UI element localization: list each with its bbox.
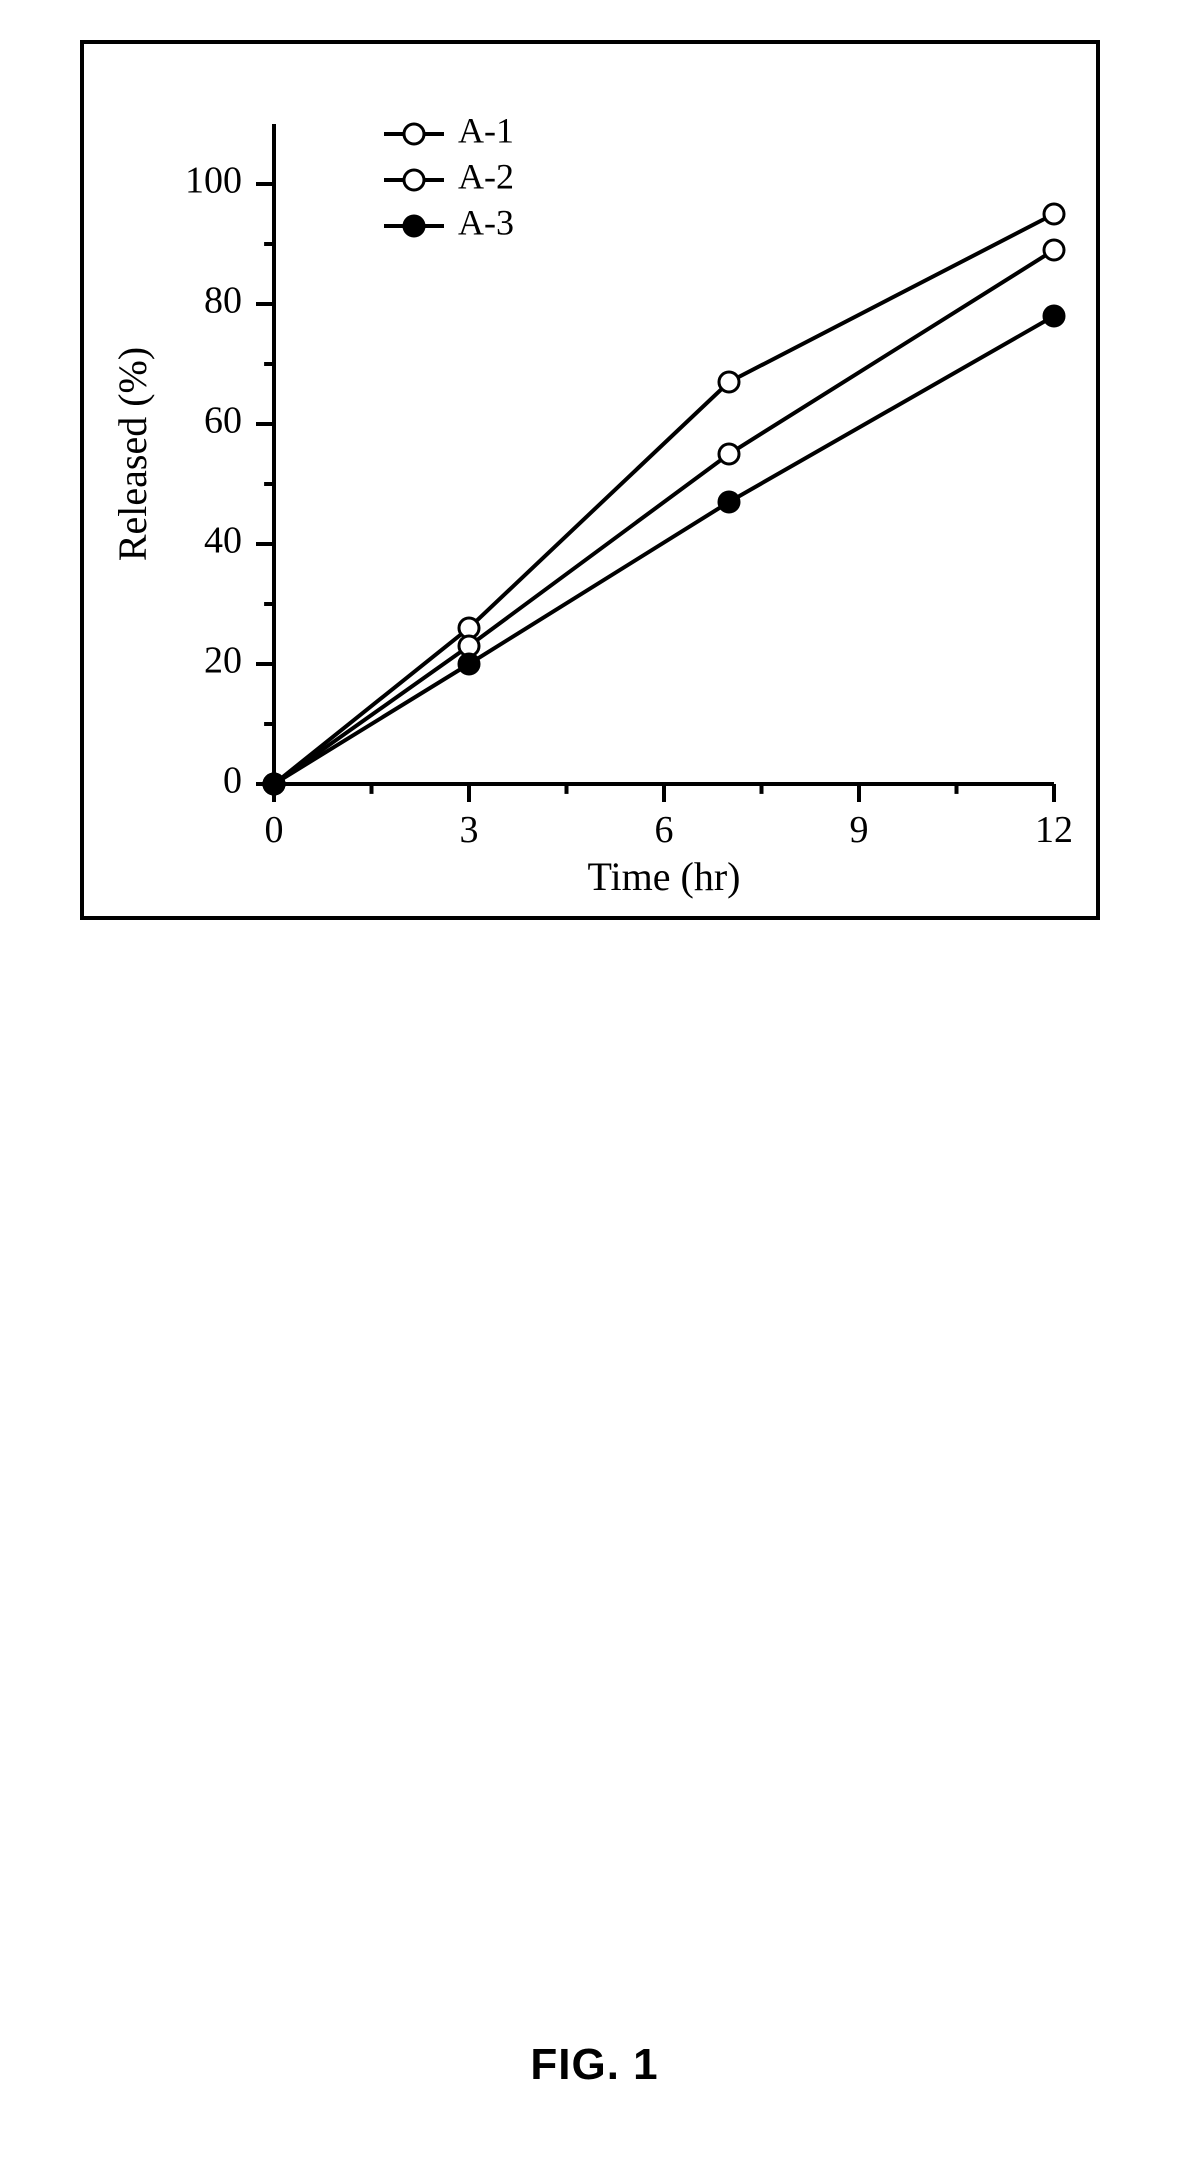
series-line bbox=[274, 316, 1054, 784]
x-axis-label: Time (hr) bbox=[588, 854, 741, 899]
data-point bbox=[719, 444, 739, 464]
legend-marker bbox=[404, 216, 424, 236]
y-tick-label: 20 bbox=[204, 640, 242, 682]
data-point bbox=[719, 372, 739, 392]
y-axis-label: Released (%) bbox=[110, 347, 155, 561]
data-point bbox=[1044, 306, 1064, 326]
y-tick-label: 80 bbox=[204, 280, 242, 322]
data-point bbox=[1044, 240, 1064, 260]
legend-marker bbox=[404, 124, 424, 144]
series-line bbox=[274, 250, 1054, 784]
release-chart: 0 20 40 60 80 100 0 3 6 9 12 Time (hr) Released (%) A… bbox=[84, 44, 1096, 916]
x-tick-label: 6 bbox=[655, 809, 674, 851]
data-point bbox=[719, 492, 739, 512]
chart-container: 0 20 40 60 80 100 0 3 6 9 12 Time (hr) Released (%) A… bbox=[80, 40, 1100, 920]
legend-label: A-2 bbox=[458, 156, 514, 196]
y-tick-label: 60 bbox=[204, 400, 242, 442]
x-tick-label: 9 bbox=[850, 809, 869, 851]
data-point bbox=[459, 654, 479, 674]
series-line bbox=[274, 214, 1054, 784]
legend-label: A-3 bbox=[458, 202, 514, 242]
y-tick-label: 0 bbox=[223, 760, 242, 802]
legend-label: A-1 bbox=[458, 110, 514, 150]
data-point bbox=[264, 774, 284, 794]
x-tick-label: 12 bbox=[1035, 809, 1073, 851]
y-tick-label: 40 bbox=[204, 520, 242, 562]
legend-marker bbox=[404, 170, 424, 190]
x-tick-label: 0 bbox=[265, 809, 284, 851]
figure-caption: FIG. 1 bbox=[0, 2040, 1189, 2090]
data-point bbox=[1044, 204, 1064, 224]
x-tick-label: 3 bbox=[460, 809, 479, 851]
y-tick-label: 100 bbox=[185, 160, 242, 202]
page: 0 20 40 60 80 100 0 3 6 9 12 Time (hr) Released (%) A… bbox=[0, 0, 1189, 2165]
